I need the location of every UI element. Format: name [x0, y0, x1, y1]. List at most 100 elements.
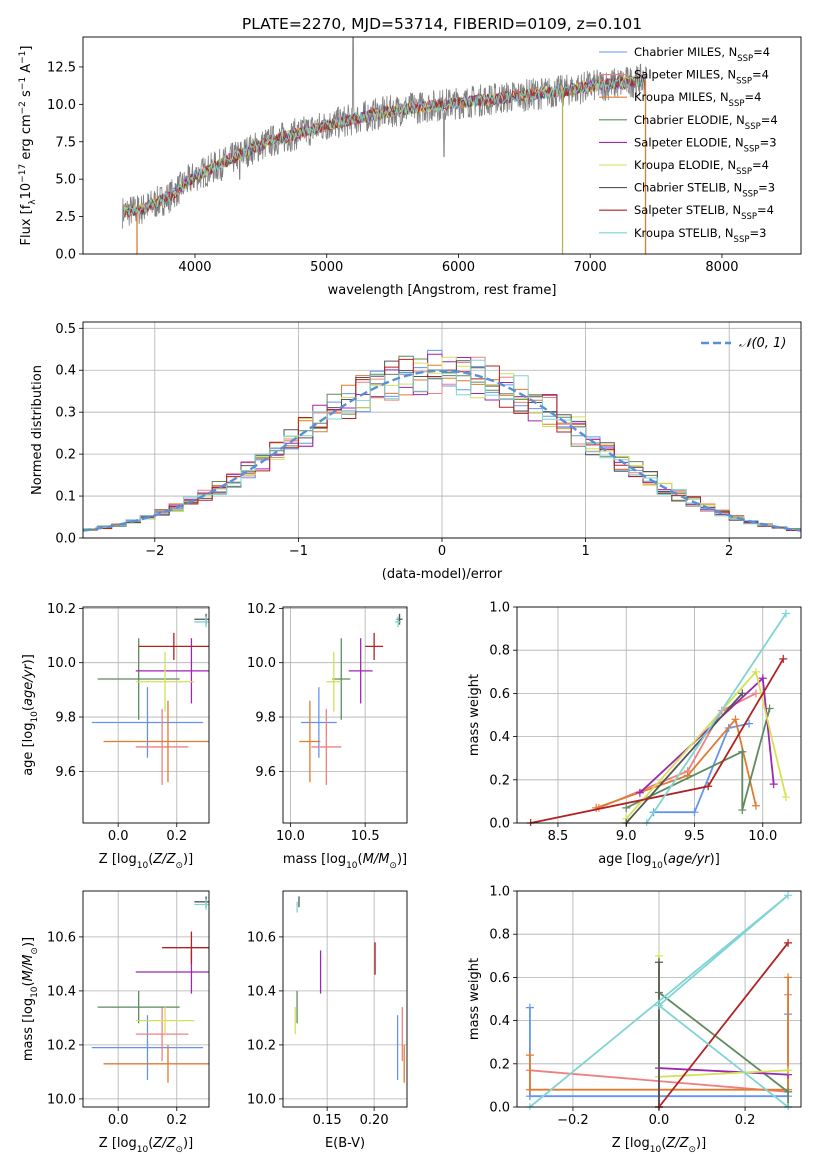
label-part: 10	[30, 986, 40, 998]
label-part: (	[21, 981, 36, 986]
label-part: )]	[183, 852, 193, 867]
x-tick-label: 0.2	[166, 829, 187, 844]
y-tick-label: 9.8	[255, 711, 276, 726]
label-part: Z [	[99, 1136, 117, 1151]
label-part: (	[148, 1136, 153, 1151]
weight-point	[784, 891, 793, 900]
histograms	[83, 349, 801, 533]
legend-entry: Chabrier STELIB, NSSP=3	[634, 181, 775, 200]
label-part: age [	[21, 742, 36, 775]
label-part: s	[19, 90, 34, 101]
y-tick-label: 10.2	[47, 602, 76, 617]
weight-point	[622, 803, 631, 812]
plot-frame	[82, 890, 210, 1108]
y-tick-label: 10.0	[47, 656, 76, 671]
y-tick-label: 10.4	[247, 984, 276, 999]
x-tick-label: 8000	[705, 260, 738, 275]
y-tick-label: 0.2	[55, 448, 76, 463]
legend-text: =3	[760, 135, 777, 149]
y-axis-label: mass weight	[467, 958, 482, 1040]
label-part: ⊙	[30, 947, 40, 955]
y-tick-label: 7.5	[55, 135, 76, 150]
axes-mass_vs_EBV	[283, 891, 407, 1107]
label-part: age/yr	[21, 663, 36, 706]
weight-point	[779, 654, 788, 663]
plot-frame	[282, 606, 408, 824]
x-tick-label: 4000	[178, 260, 211, 275]
legend-sub: SSP	[745, 122, 761, 132]
weight-point	[765, 704, 774, 713]
label-part: 10	[30, 711, 40, 723]
frame-weight_vs_Z: −0.2 0.0 0.2 0.0 0.2 0.4 0.6 0.8 1.0	[489, 885, 802, 1128]
label-part: (	[661, 1136, 666, 1151]
histogram-8	[83, 359, 801, 532]
label-part: log	[21, 998, 36, 1018]
label-part: )]	[21, 654, 36, 664]
y-tick-label: 10.2	[47, 1038, 76, 1053]
y-tick-label: 2.5	[55, 210, 76, 225]
legend-sub: SSP	[741, 212, 757, 222]
label-part: −17	[18, 164, 28, 183]
y-tick-label: 0.4	[489, 1014, 510, 1029]
label-part: 10	[19, 183, 34, 200]
model-spectrum-8	[123, 73, 646, 218]
y-tick-label: 0.3	[55, 406, 76, 421]
legend-text: =4	[761, 113, 778, 127]
label-part: λ	[28, 199, 38, 205]
x-tick-label: −0.2	[557, 1113, 589, 1128]
x-axis-label: wavelength [Angstrom, rest frame]	[328, 283, 557, 298]
label-part: (	[663, 852, 668, 867]
weight-point	[655, 958, 663, 967]
label-part: E(B-V)	[325, 1136, 365, 1151]
frame-spectrum: 4000 5000 6000 7000 8000 0.0 2.5 5.0 7.5 10.0 12.5	[47, 36, 802, 275]
frame-residuals: −2 −1 0 1 2 0.0 0.1 0.2 0.3 0.4 0.5	[55, 321, 802, 559]
weight-point	[738, 806, 747, 815]
model-spectrum-4	[123, 74, 646, 218]
y-tick-label: 10.0	[47, 1092, 76, 1107]
y-tick-label: 0.8	[489, 928, 510, 943]
weights-weight_vs_Z	[525, 891, 793, 1110]
y-tick-label: 1.0	[489, 601, 510, 616]
frame-mass_vs_Z: 0.0 0.2 10.0 10.2 10.4 10.6	[47, 890, 210, 1128]
label-part: erg cm	[19, 114, 34, 163]
plot-frame	[82, 606, 210, 824]
legend-text: =3	[758, 181, 775, 195]
x-tick-label: 0.0	[649, 1113, 670, 1128]
errorbars-mass_vs_Z	[91, 896, 209, 1083]
y-tick-label: 0.6	[489, 687, 510, 702]
weight-point	[784, 1087, 793, 1096]
weight-point	[784, 1066, 793, 1075]
label-part: M/M	[21, 955, 36, 982]
y-axis-label: mass weight	[467, 674, 482, 756]
legend-entry: Chabrier MILES, NSSP=4	[634, 45, 770, 64]
weight-line-5	[658, 955, 789, 1078]
weights-weight_vs_age	[526, 609, 790, 826]
weight-point	[525, 1003, 534, 1012]
legend-text: =4	[753, 45, 770, 59]
legend-text: Salpeter ELODIE, N	[634, 135, 744, 149]
y-tick-label: 0.4	[55, 364, 76, 379]
label-part: −1	[18, 51, 28, 64]
legend-text: =3	[749, 226, 766, 240]
legend-text: Kroupa STELIB, N	[634, 226, 734, 240]
x-tick-label: −2	[145, 544, 164, 559]
y-axis-label: mass [log10(M/M⊙)]	[21, 937, 40, 1061]
errorbars-age_vs_mass	[299, 613, 403, 785]
x-tick-label: 10.0	[276, 829, 305, 844]
x-axis-label: E(B-V)	[325, 1136, 365, 1151]
legend-entry: Kroupa ELODIE, NSSP=4	[634, 158, 769, 177]
label-part: ⊙	[175, 1145, 183, 1155]
x-tick-label: 9.0	[616, 829, 637, 844]
x-tick-label: 0.2	[166, 1113, 187, 1128]
x-tick-label: 10.5	[351, 829, 380, 844]
model-spectrum-5	[123, 73, 646, 218]
label-part: age [	[598, 852, 631, 867]
weight-point	[635, 788, 644, 797]
y-axis-label: Flux [fλ10−17 erg cm−2 s−1 A−1]	[18, 46, 38, 246]
label-part: log	[117, 1136, 137, 1151]
y-tick-label: 12.5	[47, 60, 76, 75]
model-spectrum-7	[123, 74, 646, 218]
legend-text: Kroupa ELODIE, N	[634, 158, 736, 172]
label-part: Z/Z	[152, 1136, 176, 1151]
label-part: )]	[21, 937, 36, 947]
